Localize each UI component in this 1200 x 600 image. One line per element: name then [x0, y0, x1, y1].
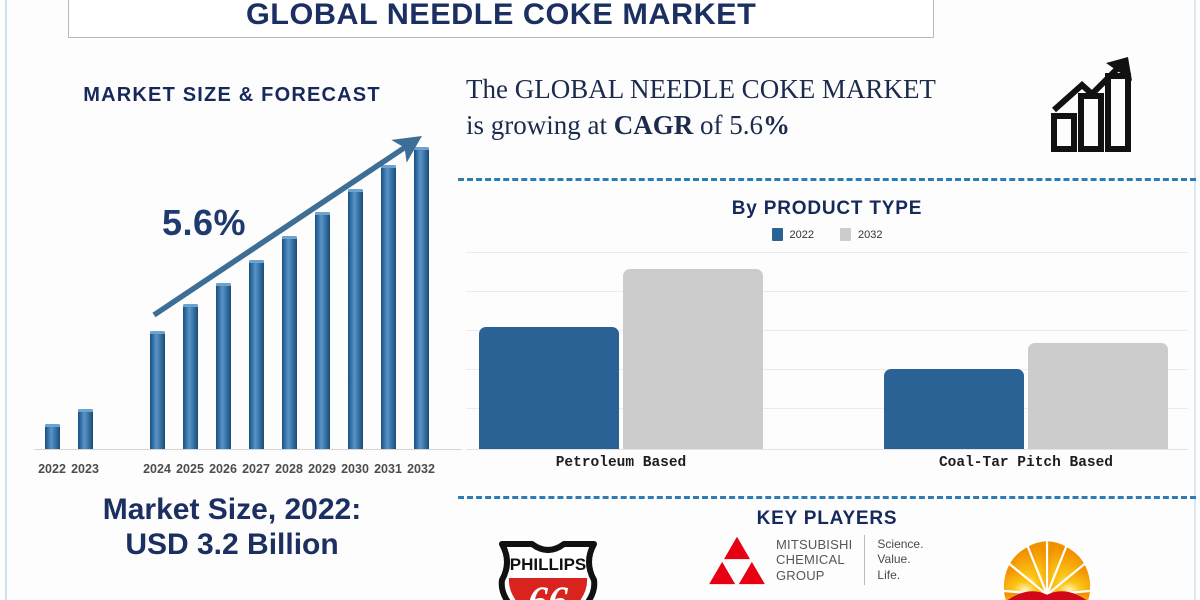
forecast-year-label: 2031: [374, 462, 402, 476]
trend-arrow-icon: [152, 136, 422, 318]
key-players-row: PHILLIPS 66 MITSUBISHI CHEMICAL GROUP Sc…: [458, 534, 1196, 600]
sunburst-logo: [1001, 538, 1093, 600]
right-edge-accent: [1194, 0, 1196, 600]
cagr-statement-line-1: The GLOBAL NEEDLE COKE MARKET: [466, 74, 936, 104]
title-box: GLOBAL NEEDLE COKE MARKET: [68, 0, 934, 38]
legend-swatch: [840, 228, 851, 241]
forecast-bar: [380, 165, 396, 449]
divider-product-type: [458, 178, 1196, 181]
product-type-bar: [884, 369, 1024, 449]
product-type-legend: 2022 2032: [458, 228, 1196, 241]
market-size-forecast-heading: MARKET SIZE & FORECAST: [83, 84, 381, 106]
forecast-year-label: 2026: [209, 462, 237, 476]
product-type-bar: [623, 268, 763, 449]
mitsubishi-divider: [864, 535, 866, 585]
three-diamonds-icon: [709, 536, 765, 585]
growth-chart-icon: [1051, 57, 1132, 152]
forecast-bar: [44, 423, 60, 449]
right-panel: The GLOBAL NEEDLE COKE MARKET is growing…: [458, 44, 1196, 600]
player-logo-phillips-66: PHILLIPS 66: [488, 534, 608, 600]
product-chart-baseline: [466, 449, 1188, 450]
product-type-bar: [479, 327, 619, 449]
forecast-bar: [248, 259, 264, 449]
page-title: GLOBAL NEEDLE COKE MARKET: [245, 0, 757, 31]
product-type-heading: By PRODUCT TYPE: [731, 198, 923, 219]
gridline: [466, 369, 1188, 370]
forecast-year-label: 2023: [71, 462, 99, 476]
mitsubishi-tagline: Science. Value. Life.: [877, 536, 924, 582]
market-size-forecast-panel: MARKET SIZE & FORECAST 5.6% 2022 2023 2024…: [8, 44, 462, 600]
forecast-year-label: 2022: [38, 462, 66, 476]
mitsubishi-company-name: MITSUBISHI CHEMICAL GROUP: [776, 537, 853, 583]
forecast-bar: [314, 212, 330, 449]
player-logo-mitsubishi-chemical-group: MITSUBISHI CHEMICAL GROUP Science. Value…: [708, 534, 938, 586]
forecast-bar: [182, 304, 198, 449]
legend-swatch: [771, 228, 783, 241]
market-size-callout: Market Size, 2022: USD 3.2 Billion: [8, 492, 456, 563]
forecast-bar: [347, 189, 363, 449]
forecast-baseline: [34, 449, 462, 450]
forecast-year-label: 2032: [407, 462, 435, 476]
shield-logo: PHILLIPS 66: [498, 541, 598, 600]
market-size-line-2: USD 3.2 Billion: [125, 528, 339, 562]
product-type-chart: [466, 252, 1188, 450]
legend-item: 2022: [771, 228, 814, 241]
market-size-line-1: Market Size, 2022:: [102, 493, 362, 526]
product-type-bar: [1028, 342, 1168, 449]
forecast-bar: [77, 409, 93, 449]
forecast-year-label: 2030: [341, 462, 369, 476]
key-players-heading: KEY PLAYERS: [756, 508, 898, 529]
cagr-statement-line-2b: of 5.6: [693, 109, 763, 140]
player-logo-petrochina: [988, 534, 1108, 600]
product-type-label: Coal-Tar Pitch Based: [938, 455, 1114, 471]
forecast-cagr-label: 5.6%: [162, 202, 247, 243]
forecast-bar: [215, 282, 231, 449]
forecast-bar: [281, 235, 297, 449]
gridline: [466, 291, 1188, 292]
phillips-wordmark: PHILLIPS: [510, 555, 587, 574]
forecast-bar-chart: 5.6%: [22, 120, 462, 450]
cagr-statement: The GLOBAL NEEDLE COKE MARKET is growing…: [466, 72, 1046, 144]
legend-label: 2022: [789, 228, 814, 241]
legend-item: 2032: [840, 228, 882, 241]
forecast-year-label: 2024: [143, 462, 171, 476]
forecast-year-axis: 2022 2023 2024 2025 2026 2027 2028 2029 2030 2031…: [22, 456, 462, 476]
legend-label: 2032: [858, 228, 883, 241]
product-type-category-labels: Petroleum Based Coal-Tar Pitch Based: [466, 454, 1188, 496]
gridline: [466, 252, 1188, 253]
left-edge-accent: [5, 0, 7, 600]
sixty-six-numeral: 66: [528, 578, 568, 600]
forecast-bar: [149, 331, 165, 449]
forecast-year-label: 2027: [242, 462, 270, 476]
forecast-year-label: 2025: [176, 462, 204, 476]
gridline: [466, 408, 1188, 409]
divider-key-players: [458, 496, 1196, 499]
gridline: [466, 330, 1188, 331]
forecast-year-label: 2028: [275, 462, 303, 476]
mitsubishi-text-block: MITSUBISHI CHEMICAL GROUP Science. Value…: [776, 535, 923, 585]
cagr-statement-line-2a: is growing at: [466, 109, 614, 140]
forecast-bar: [413, 146, 429, 449]
cagr-keyword: CAGR: [613, 109, 694, 140]
product-type-label: Petroleum Based: [555, 455, 687, 471]
forecast-year-label: 2029: [308, 462, 336, 476]
cagr-percent-symbol: %: [763, 109, 790, 140]
